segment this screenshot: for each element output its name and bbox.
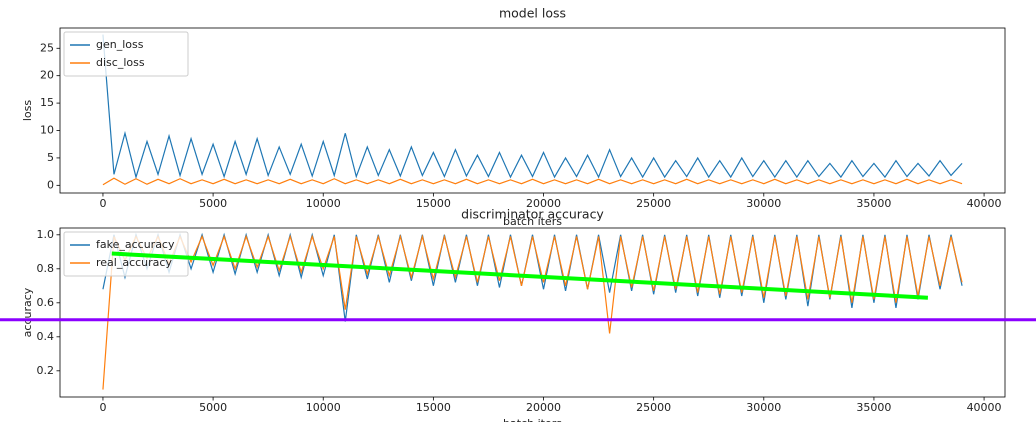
plot-area	[102, 34, 963, 186]
x-tick-label: 25000	[636, 197, 671, 210]
x-tick-label: 35000	[856, 401, 891, 414]
legend-box	[63, 31, 189, 77]
series-line	[102, 177, 963, 186]
x-tick-label: 15000	[416, 401, 451, 414]
y-axis-label: accuracy	[21, 287, 34, 337]
y-tick-label: 25	[40, 41, 54, 54]
y-tick-label: 0.8	[37, 262, 55, 275]
x-tick-label: 40000	[967, 401, 1002, 414]
y-tick-label: 0.2	[37, 364, 55, 377]
y-tick-label: 5	[47, 151, 54, 164]
x-tick-label: 0	[99, 401, 106, 414]
x-tick-label: 20000	[526, 401, 561, 414]
x-axis-label: batch iters	[503, 215, 562, 228]
x-tick-label: 35000	[856, 197, 891, 210]
x-axis-label: batch iters	[503, 417, 562, 422]
y-tick-label: 1.0	[37, 228, 55, 241]
y-tick-label: 0.6	[37, 296, 55, 309]
chart-title: model loss	[499, 6, 566, 21]
annotation-trend-line	[111, 251, 929, 300]
y-tick-label: 0.4	[37, 330, 55, 343]
y-tick-label: 10	[40, 124, 54, 137]
chart-title: discriminator accuracy	[461, 207, 604, 222]
y-tick-label: 0	[47, 178, 54, 191]
y-tick-label: 20	[40, 69, 54, 82]
y-axis-label: loss	[21, 100, 34, 122]
x-tick-label: 0	[99, 197, 106, 210]
x-tick-label: 5000	[199, 197, 227, 210]
x-tick-label: 10000	[306, 401, 341, 414]
x-tick-label: 20000	[526, 197, 561, 210]
x-tick-label: 30000	[746, 197, 781, 210]
legend-label: real_accuracy	[96, 256, 172, 269]
x-tick-label: 15000	[416, 197, 451, 210]
legend-label: gen_loss	[96, 38, 144, 51]
x-tick-label: 10000	[306, 197, 341, 210]
x-tick-label: 5000	[199, 401, 227, 414]
series-line	[102, 234, 963, 390]
axes-frame	[59, 227, 1006, 398]
legend-label: fake_accuracy	[96, 238, 175, 251]
legend: gen_loss disc_loss	[63, 31, 189, 77]
series-line	[102, 34, 963, 180]
x-tick-label: 25000	[636, 401, 671, 414]
x-tick-label: 40000	[967, 197, 1002, 210]
x-tick-label: 30000	[746, 401, 781, 414]
y-tick-label: 15	[40, 96, 54, 109]
axes-frame	[59, 27, 1006, 194]
plot-area	[102, 232, 963, 390]
legend-label: disc_loss	[96, 56, 145, 69]
